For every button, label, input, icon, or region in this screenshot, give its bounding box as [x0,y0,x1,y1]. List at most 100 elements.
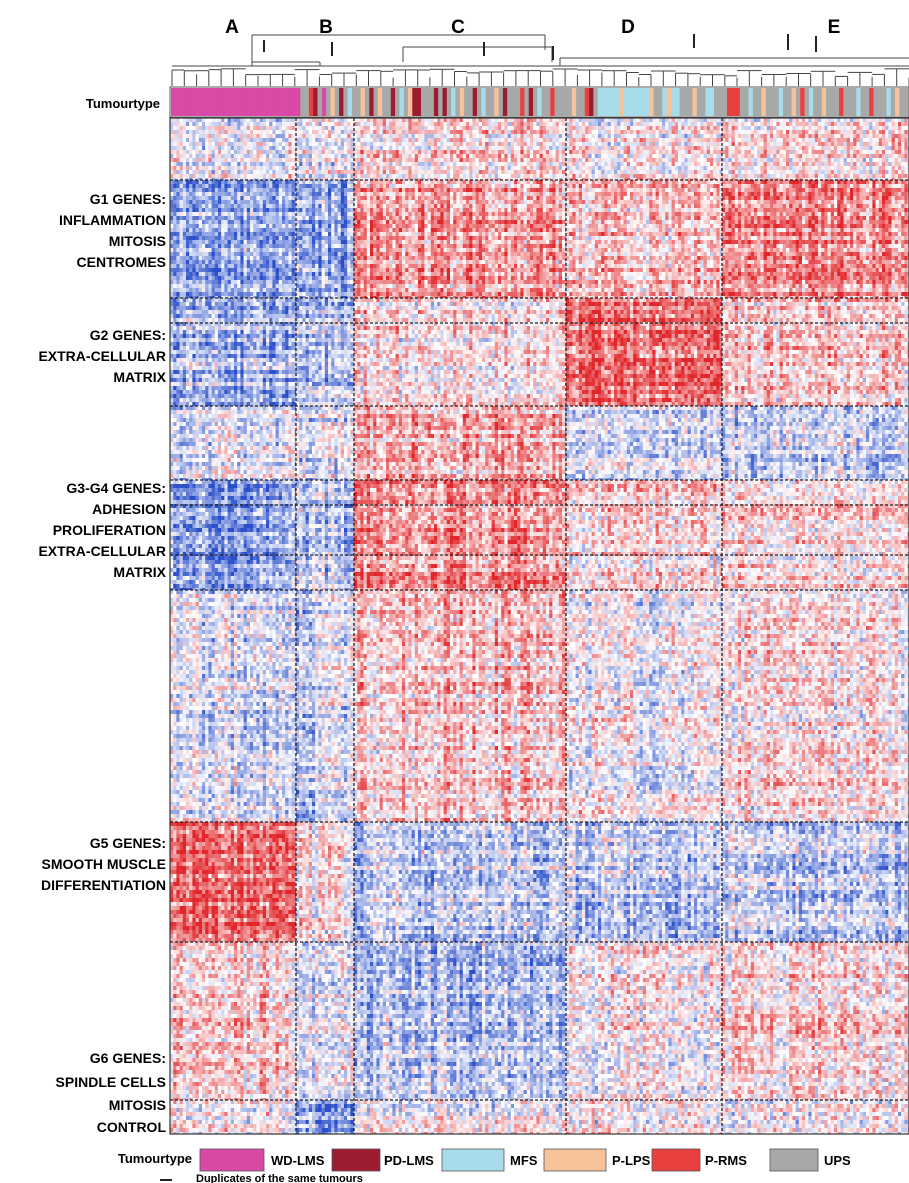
heatmap-cell [212,264,215,268]
heatmap-cell [630,146,633,150]
heatmap-cell [728,150,731,154]
heatmap-cell [234,232,237,236]
heatmap-cell [514,126,517,130]
heatmap-cell [357,122,360,126]
heatmap-cell [173,244,176,248]
heatmap-cell [318,118,321,122]
heatmap-cell [492,174,495,178]
heatmap-cell [738,174,741,178]
heatmap-cell [240,220,243,224]
heatmap-cell [802,150,805,154]
heatmap-cell [869,170,872,174]
heatmap-cell [760,138,763,142]
heatmap-cell [472,118,475,122]
heatmap-cell [431,150,434,154]
heatmap-cell [572,166,575,170]
heatmap-cell [805,174,808,178]
heatmap-cell [189,158,192,162]
heatmap-cell [611,118,614,122]
heatmap-cell [431,170,434,174]
heatmap-cell [688,162,691,166]
annotation-cell [835,88,840,116]
heatmap-cell [350,134,353,138]
heatmap-cell [598,170,601,174]
heatmap-cell [776,138,779,142]
annotation-cell [184,88,189,116]
heatmap-cell [173,208,176,212]
heatmap-cell [485,170,488,174]
heatmap-cell [402,174,405,178]
heatmap-cell [228,268,231,272]
heatmap-cell [780,158,783,162]
heatmap-cell [856,162,859,166]
heatmap-cell [208,252,211,256]
heatmap-cell [189,232,192,236]
heatmap-cell [562,122,565,126]
heatmap-cell [757,150,760,154]
heatmap-cell [466,142,469,146]
heatmap-cell [904,134,907,138]
heatmap-cell [186,162,189,166]
heatmap-cell [485,174,488,178]
heatmap-cell [412,146,415,150]
heatmap-cell [272,200,275,204]
heatmap-cell [850,138,853,142]
heatmap-cell [260,184,263,188]
heatmap-cell [892,154,895,158]
heatmap-cell [341,174,344,178]
heatmap-cell [472,174,475,178]
heatmap-cell [415,122,418,126]
heatmap-cell [469,122,472,126]
heatmap-cell [447,158,450,162]
heatmap-cell [202,162,205,166]
heatmap-cell [866,162,869,166]
heatmap-cell [288,166,291,170]
heatmap-cell [463,138,466,142]
heatmap-cell [895,166,898,170]
heatmap-cell [856,174,859,178]
heatmap-cell [668,166,671,170]
heatmap-cell [466,122,469,126]
heatmap-cell [276,174,279,178]
heatmap-cell [556,130,559,134]
heatmap-cell [598,158,601,162]
heatmap-cell [885,118,888,122]
heatmap-cell [272,154,275,158]
heatmap-cell [540,118,543,122]
heatmap-cell [504,138,507,142]
heatmap-cell [611,174,614,178]
heatmap-cell [562,142,565,146]
heatmap-cell [269,240,272,244]
heatmap-cell [244,158,247,162]
heatmap-cell [812,118,815,122]
annotation-cell [550,88,555,116]
heatmap-cell [173,174,176,178]
heatmap-cell [370,122,373,126]
heatmap-cell [176,264,179,268]
heatmap-cell [306,122,309,126]
heatmap-cell [789,138,792,142]
heatmap-cell [821,146,824,150]
heatmap-cell [344,166,347,170]
heatmap-cell [437,170,440,174]
heatmap-cell [202,220,205,224]
heatmap-cell [412,154,415,158]
heatmap-cell [767,126,770,130]
heatmap-cell [488,162,491,166]
heatmap-cell [350,130,353,134]
heatmap-cell [221,216,224,220]
heatmap-cell [279,174,282,178]
heatmap-cell [315,154,318,158]
heatmap-cell [694,118,697,122]
heatmap-cell [633,122,636,126]
heatmap-cell [234,256,237,260]
heatmap-cell [786,166,789,170]
heatmap-cell [735,142,738,146]
heatmap-cell [662,126,665,130]
heatmap-cell [402,118,405,122]
heatmap-cell [707,162,710,166]
annotation-cell [792,88,797,116]
heatmap-cell [479,134,482,138]
heatmap-cell [205,142,208,146]
heatmap-cell [205,192,208,196]
